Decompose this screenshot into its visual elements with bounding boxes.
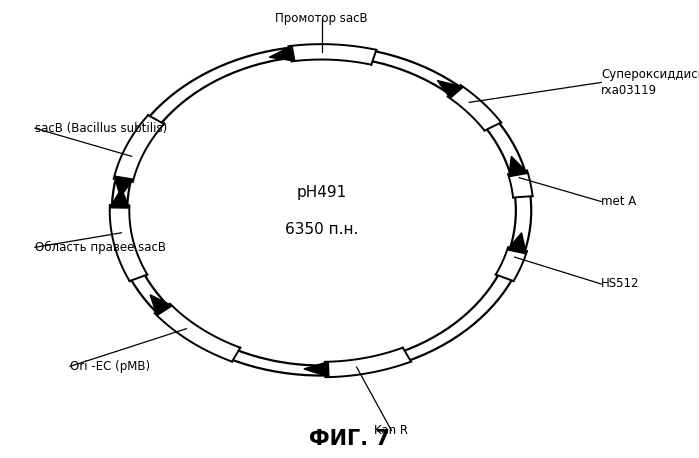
Polygon shape bbox=[509, 156, 528, 177]
Polygon shape bbox=[507, 233, 526, 254]
Text: 6350 п.н.: 6350 п.н. bbox=[285, 222, 358, 236]
Polygon shape bbox=[447, 85, 501, 131]
Text: pH491: pH491 bbox=[296, 185, 347, 200]
Text: ФИГ. 7: ФИГ. 7 bbox=[309, 429, 390, 449]
Polygon shape bbox=[115, 176, 134, 197]
Text: met A: met A bbox=[601, 195, 636, 208]
Polygon shape bbox=[154, 304, 240, 362]
Text: Супероксиддисмутаза
rxa03119: Супероксиддисмутаза rxa03119 bbox=[601, 68, 699, 97]
Polygon shape bbox=[325, 348, 411, 377]
Text: Промотор sacB: Промотор sacB bbox=[275, 12, 368, 25]
Text: Kan R: Kan R bbox=[375, 424, 408, 437]
Text: HS512: HS512 bbox=[601, 278, 640, 290]
Polygon shape bbox=[110, 189, 129, 208]
Polygon shape bbox=[438, 81, 463, 98]
Text: sacB (Bacillus subtilis): sacB (Bacillus subtilis) bbox=[35, 122, 167, 135]
Polygon shape bbox=[496, 247, 527, 281]
Text: Ori -EC (pMB): Ori -EC (pMB) bbox=[70, 360, 150, 373]
Polygon shape bbox=[304, 362, 329, 377]
Polygon shape bbox=[508, 170, 533, 197]
Polygon shape bbox=[114, 115, 164, 182]
Text: Область правее sacB: Область правее sacB bbox=[35, 241, 166, 254]
Polygon shape bbox=[150, 295, 172, 316]
Polygon shape bbox=[110, 205, 147, 281]
Polygon shape bbox=[269, 46, 295, 61]
Polygon shape bbox=[289, 44, 376, 65]
